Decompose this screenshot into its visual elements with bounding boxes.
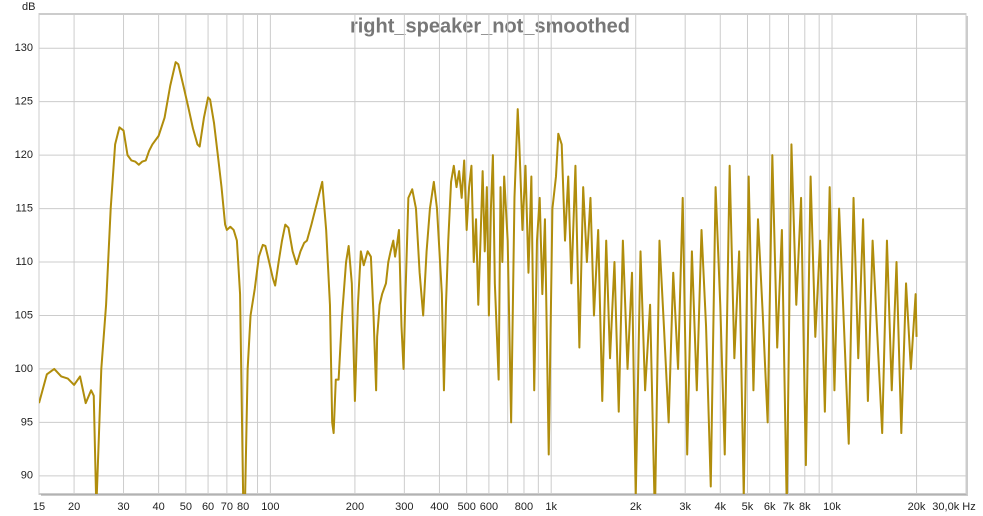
y-tick-label: 125 — [15, 96, 33, 108]
x-tick-label: 200 — [346, 501, 364, 513]
x-tick-label: 800 — [515, 501, 533, 513]
x-tick-label: 400 — [430, 501, 448, 513]
x-tick-label: 40 — [152, 501, 164, 513]
y-tick-label: 130 — [15, 42, 33, 54]
x-tick-label: 7k — [783, 501, 795, 513]
chart-title: right_speaker_not_smoothed — [350, 15, 630, 37]
x-tick-label: 600 — [480, 501, 498, 513]
x-tick-label: 4k — [714, 501, 726, 513]
y-tick-label: 100 — [15, 363, 33, 375]
x-tick-label: 3k — [679, 501, 691, 513]
y-tick-label: 90 — [21, 470, 33, 482]
x-tick-label: 500 — [457, 501, 475, 513]
x-tick-label: 15 — [33, 501, 45, 513]
x-tick-label: 8k — [799, 501, 811, 513]
x-tick-label: 100 — [261, 501, 279, 513]
x-tick-label: 30,0k Hz — [932, 501, 975, 513]
x-tick-label: 70 — [221, 501, 233, 513]
x-tick-label: 10k — [823, 501, 841, 513]
x-tick-label: 60 — [202, 501, 214, 513]
y-tick-label: 115 — [15, 202, 33, 214]
x-tick-label: 80 — [237, 501, 249, 513]
y-tick-label: 120 — [15, 149, 33, 161]
response-line — [39, 61, 918, 494]
y-axis-label: dB — [22, 1, 35, 13]
x-tick-label: 6k — [764, 501, 776, 513]
y-tick-label: 95 — [21, 416, 33, 428]
x-tick-label: 5k — [742, 501, 754, 513]
x-tick-label: 50 — [180, 501, 192, 513]
x-tick-label: 20 — [68, 501, 80, 513]
x-tick-label: 30 — [117, 501, 129, 513]
x-tick-label: 300 — [395, 501, 413, 513]
x-tick-label: 20k — [908, 501, 926, 513]
x-tick-label: 1k — [545, 501, 557, 513]
y-tick-label: 110 — [15, 256, 33, 268]
y-tick-label: 105 — [15, 309, 33, 321]
x-tick-label: 2k — [630, 501, 642, 513]
